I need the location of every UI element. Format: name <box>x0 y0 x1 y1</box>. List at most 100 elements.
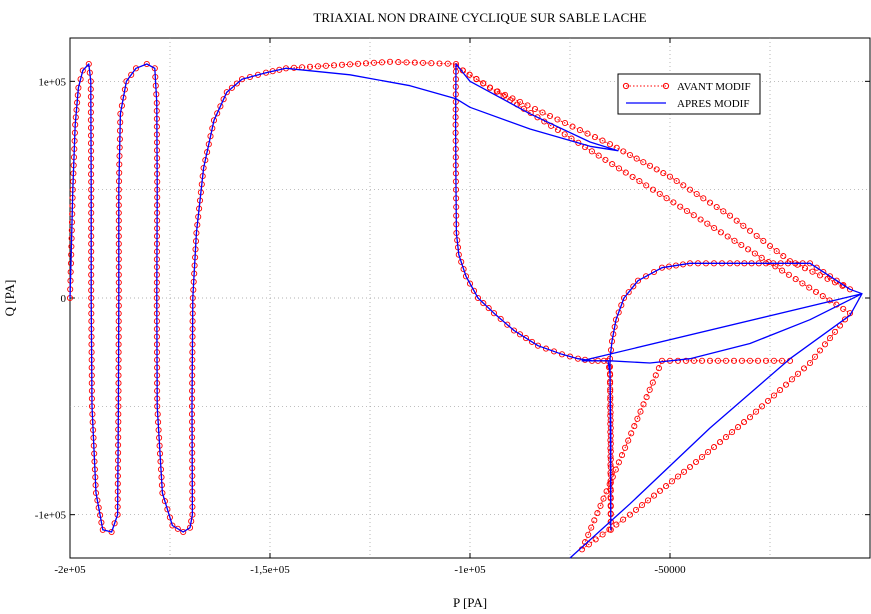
data-point-avant-modif <box>720 208 727 215</box>
data-point-avant-modif <box>733 217 740 224</box>
data-point-avant-modif <box>354 60 362 67</box>
data-point-avant-modif <box>753 232 760 239</box>
y-tick-label: -1e+05 <box>35 510 67 522</box>
data-point-avant-modif <box>770 392 778 399</box>
data-point-avant-modif <box>778 357 786 364</box>
data-point-avant-modif <box>717 229 724 236</box>
data-point-avant-modif <box>522 335 530 342</box>
data-point-avant-modif <box>728 429 736 436</box>
data-point-avant-modif <box>622 169 629 176</box>
data-point-avant-modif <box>322 62 330 69</box>
data-point-avant-modif <box>500 92 507 100</box>
data-point-avant-modif <box>716 439 724 446</box>
data-point-avant-modif <box>588 524 595 531</box>
data-point-avant-modif <box>490 310 498 317</box>
data-point-avant-modif <box>620 294 628 302</box>
series-layer <box>66 58 863 559</box>
series-avant-modif-markers <box>66 58 854 553</box>
data-point-avant-modif <box>710 444 718 451</box>
data-point-avant-modif <box>615 309 622 316</box>
data-point-avant-modif <box>745 246 752 253</box>
data-point-avant-modif <box>603 488 610 495</box>
y-axis-title: Q [PA] <box>2 280 17 317</box>
data-point-avant-modif <box>714 357 722 364</box>
y-tick-label: 1e+05 <box>38 76 66 88</box>
data-point-avant-modif <box>595 152 602 159</box>
data-point-avant-modif <box>652 372 659 379</box>
series-apres-modif-line <box>69 63 863 559</box>
data-point-avant-modif <box>662 483 670 490</box>
x-axis-title: P [PA] <box>453 595 487 610</box>
data-point-avant-modif <box>338 61 346 68</box>
data-point-avant-modif <box>591 134 599 141</box>
data-point-avant-modif <box>625 437 632 444</box>
data-point-avant-modif <box>592 536 599 543</box>
data-point-avant-modif <box>819 293 826 300</box>
data-point-avant-modif <box>594 510 601 517</box>
data-point-avant-modif <box>591 517 598 524</box>
data-point-avant-modif <box>618 452 626 459</box>
data-point-avant-modif <box>174 525 181 532</box>
data-point-avant-modif <box>663 195 670 202</box>
data-point-avant-modif <box>640 159 647 166</box>
data-point-avant-modif <box>370 59 378 66</box>
data-point-avant-modif <box>620 516 627 523</box>
y-tick-label: 0 <box>61 293 67 305</box>
data-point-avant-modif <box>840 281 847 289</box>
data-point-avant-modif <box>626 151 634 159</box>
data-point-avant-modif <box>584 130 591 137</box>
data-point-avant-modif <box>738 357 746 364</box>
data-point-avant-modif <box>751 250 758 257</box>
data-point-avant-modif <box>656 190 663 197</box>
data-point-avant-modif <box>600 495 607 502</box>
data-point-avant-modif <box>770 357 778 364</box>
data-point-avant-modif <box>693 190 700 198</box>
axis-ticks: -2e+05 -1,5e+05 -1e+05 -50000 1e+05 0 -1e+05 <box>35 38 870 576</box>
data-point-avant-modif <box>554 116 561 123</box>
data-point-avant-modif <box>683 207 691 215</box>
data-point-avant-modif <box>704 448 712 456</box>
series-avant-modif-line <box>69 61 851 551</box>
data-point-avant-modif <box>649 186 657 193</box>
data-point-avant-modif <box>346 61 354 68</box>
data-point-avant-modif <box>378 59 386 66</box>
data-point-avant-modif <box>713 203 720 211</box>
data-point-avant-modif <box>780 253 787 260</box>
data-point-avant-modif <box>637 408 644 415</box>
data-point-avant-modif <box>660 170 667 177</box>
data-point-avant-modif <box>794 370 802 377</box>
data-point-avant-modif <box>686 463 694 471</box>
data-point-avant-modif <box>436 60 443 67</box>
data-point-avant-modif <box>816 347 824 354</box>
data-point-avant-modif <box>161 498 168 505</box>
data-point-avant-modif <box>615 459 622 466</box>
data-point-avant-modif <box>546 112 554 120</box>
data-point-avant-modif <box>841 316 849 323</box>
data-point-avant-modif <box>788 376 796 383</box>
data-point-avant-modif <box>504 321 511 328</box>
data-point-avant-modif <box>618 302 625 309</box>
data-point-avant-modif <box>646 386 653 393</box>
data-point-avant-modif <box>460 266 467 273</box>
data-point-avant-modif <box>677 203 684 210</box>
data-point-avant-modif <box>833 277 840 284</box>
data-point-avant-modif <box>638 502 646 509</box>
data-point-avant-modif <box>782 381 790 388</box>
data-point-avant-modif <box>643 182 650 189</box>
data-point-avant-modif <box>646 162 654 169</box>
data-point-avant-modif <box>754 357 762 364</box>
data-point-avant-modif <box>731 237 738 244</box>
data-point-avant-modif <box>632 506 640 513</box>
data-point-avant-modif <box>143 60 150 68</box>
data-point-avant-modif <box>692 458 700 466</box>
data-point-avant-modif <box>633 155 640 162</box>
data-point-avant-modif <box>386 58 394 65</box>
data-point-avant-modif <box>722 434 730 441</box>
data-point-avant-modif <box>606 526 613 533</box>
data-point-avant-modif <box>362 60 370 67</box>
data-point-avant-modif <box>164 506 171 513</box>
data-point-avant-modif <box>792 276 799 283</box>
data-point-avant-modif <box>599 137 606 144</box>
data-point-avant-modif <box>622 444 629 451</box>
